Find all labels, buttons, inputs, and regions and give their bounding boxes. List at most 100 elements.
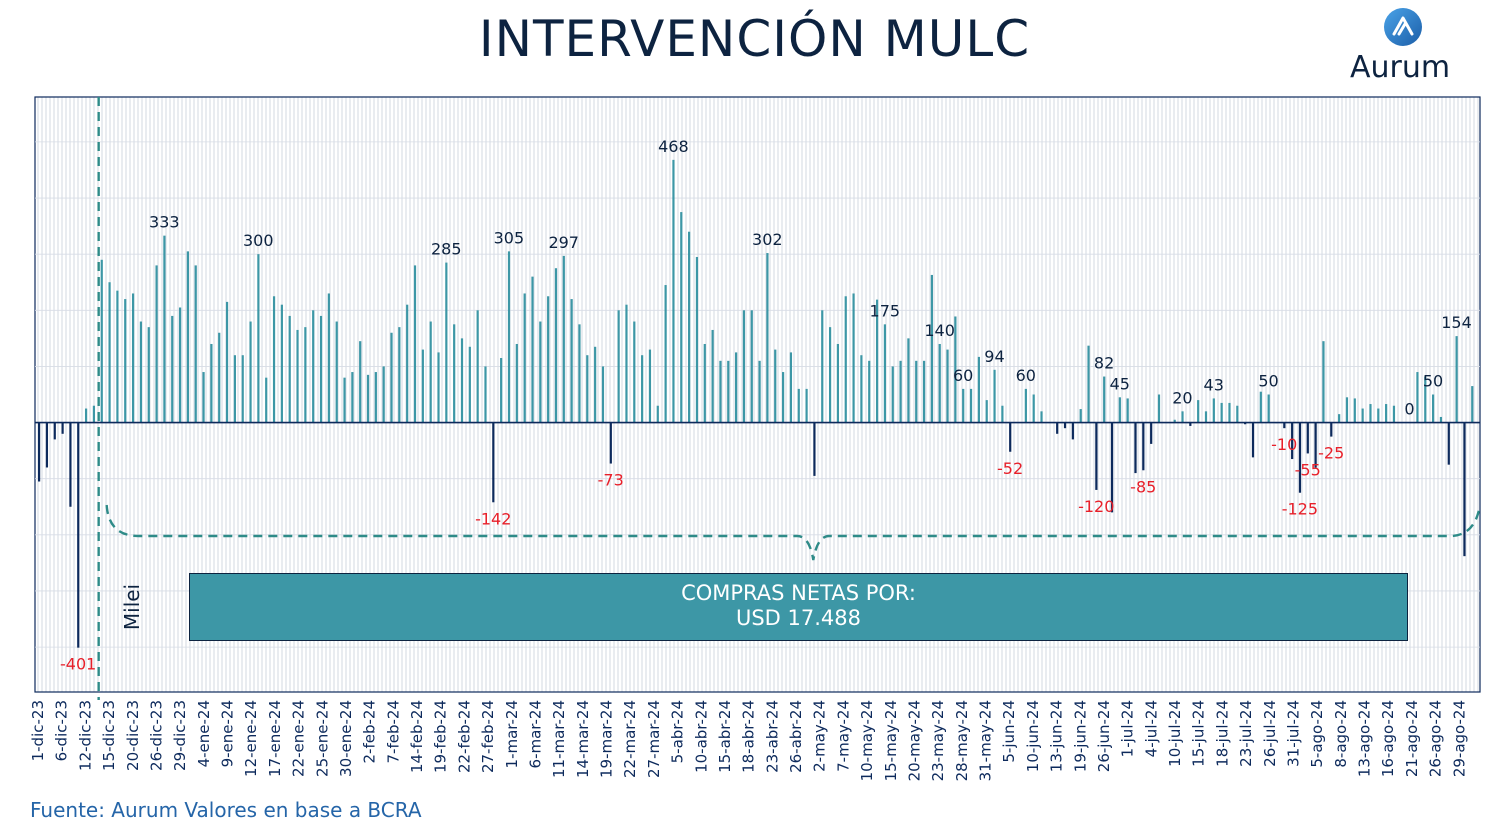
bar <box>1439 416 1443 423</box>
x-tick-label: 15-jul-24 <box>1190 700 1208 767</box>
x-tick-label: 2-may-24 <box>811 700 829 772</box>
bar <box>554 268 558 423</box>
bar <box>116 290 119 423</box>
bar <box>390 332 393 423</box>
x-tick-label: 6-dic-23 <box>53 700 71 761</box>
bar <box>570 299 573 423</box>
bar <box>954 316 957 423</box>
bar <box>547 296 550 423</box>
x-tick-label: 18-jul-24 <box>1213 700 1231 767</box>
bar <box>1330 422 1333 437</box>
data-label: 285 <box>431 240 462 259</box>
bar <box>938 343 941 423</box>
x-tick-label: 7-may-24 <box>834 700 852 772</box>
bar <box>828 327 832 423</box>
bar <box>77 422 80 648</box>
bar <box>218 332 221 423</box>
bar <box>578 324 581 423</box>
x-tick-label: 26-abr-24 <box>787 700 805 773</box>
bar <box>178 307 182 423</box>
x-tick-label: 12-ene-24 <box>242 700 260 777</box>
bar <box>766 253 769 423</box>
x-tick-label: 1-mar-24 <box>503 700 521 768</box>
bar <box>727 360 730 423</box>
bar <box>327 293 330 423</box>
bar <box>797 388 800 423</box>
bar <box>124 299 127 423</box>
bar <box>617 310 620 423</box>
bar <box>453 324 456 423</box>
bar <box>625 304 628 423</box>
bar <box>922 360 926 423</box>
bar <box>962 388 965 423</box>
bar <box>460 338 464 423</box>
x-tick-label: 1-dic-23 <box>29 700 47 761</box>
bar <box>272 296 276 423</box>
bar <box>601 366 605 423</box>
bar <box>1181 411 1184 423</box>
bar <box>1071 422 1074 440</box>
data-label: -73 <box>598 471 624 490</box>
x-tick-label: 12-dic-23 <box>76 700 94 771</box>
data-label: 468 <box>658 137 689 156</box>
x-tick-label: 28-may-24 <box>953 700 971 781</box>
bar <box>1142 422 1145 471</box>
bar <box>844 296 847 423</box>
x-tick-label: 1-jul-24 <box>1119 700 1137 757</box>
bar <box>1463 422 1466 557</box>
bar <box>907 338 910 423</box>
bar <box>1228 402 1231 423</box>
bar <box>1079 409 1082 423</box>
x-tick-label: 2-feb-24 <box>361 700 379 764</box>
x-tick-label: 5-ago-24 <box>1308 700 1326 768</box>
bar <box>1385 404 1388 423</box>
bar <box>946 349 949 423</box>
bar <box>1189 422 1192 426</box>
bar <box>891 366 894 423</box>
x-tick-label: 23-abr-24 <box>763 700 781 773</box>
bar <box>1118 397 1121 423</box>
bar <box>194 265 197 423</box>
bar <box>836 343 840 423</box>
bar <box>1361 408 1364 423</box>
net-purchases-bracket <box>105 504 1482 561</box>
bar <box>1220 402 1223 423</box>
bar <box>805 388 808 423</box>
x-tick-label: 19-mar-24 <box>598 700 616 778</box>
bar <box>883 324 887 423</box>
bar <box>147 327 150 423</box>
bar <box>523 293 526 423</box>
data-label: -10 <box>1271 435 1297 454</box>
bar <box>84 408 88 423</box>
bar <box>539 321 542 423</box>
bar <box>735 352 738 423</box>
x-tick-label: 23-jul-24 <box>1237 700 1255 767</box>
bar <box>257 254 260 423</box>
bar <box>977 356 980 423</box>
bar <box>1040 411 1043 423</box>
bar <box>1236 405 1239 423</box>
bar <box>1157 394 1161 423</box>
x-tick-label: 22-mar-24 <box>621 700 639 778</box>
x-tick-label: 17-ene-24 <box>266 700 284 777</box>
bar <box>1251 422 1255 458</box>
data-label: 50 <box>1258 372 1278 391</box>
x-tick-label: 18-abr-24 <box>740 700 758 773</box>
bar <box>1134 422 1137 474</box>
bar <box>750 310 753 423</box>
bar <box>1110 422 1114 513</box>
bar <box>437 352 440 423</box>
x-tick-label: 27-feb-24 <box>479 700 497 773</box>
bar <box>1126 398 1129 423</box>
x-tick-label: 23-may-24 <box>929 700 947 781</box>
bar <box>1173 419 1176 423</box>
bar <box>233 355 236 423</box>
x-tick-label: 4-ene-24 <box>195 700 213 767</box>
bar <box>476 310 479 423</box>
x-tick-label: 25-ene-24 <box>313 700 331 777</box>
x-tick-label: 29-dic-23 <box>171 700 189 771</box>
bar <box>969 388 973 423</box>
bar <box>633 321 636 423</box>
bar <box>1471 386 1474 423</box>
x-tick-label: 22-ene-24 <box>290 700 308 777</box>
